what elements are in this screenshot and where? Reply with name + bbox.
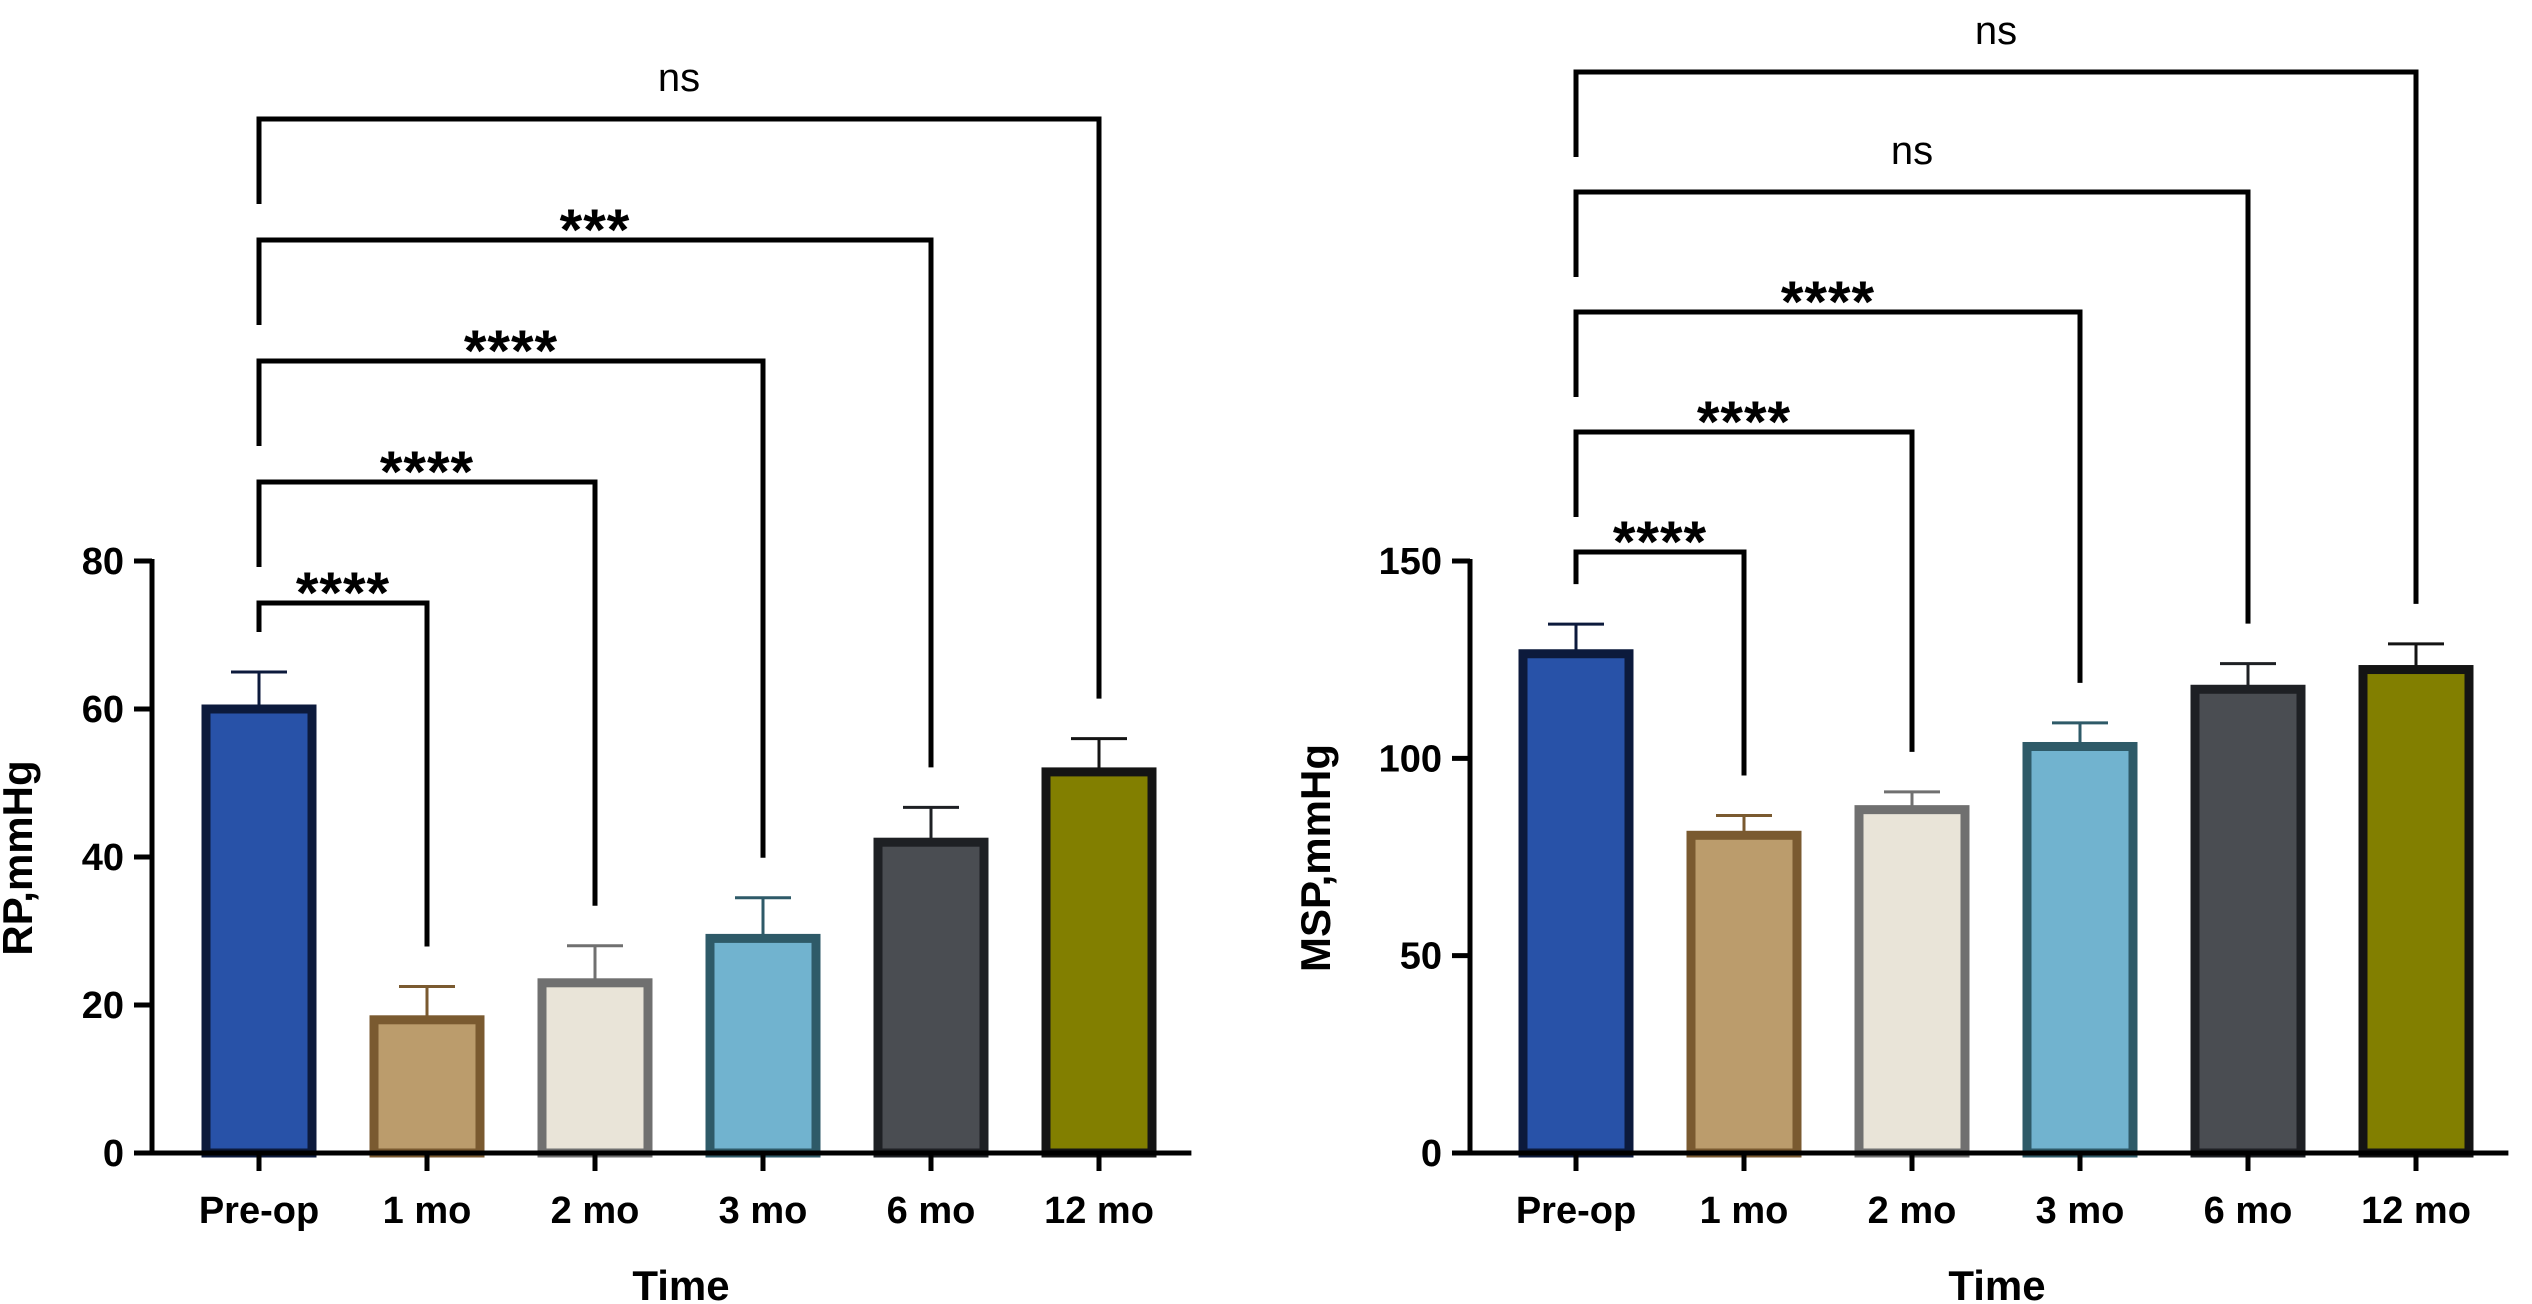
- error-bar: [399, 985, 455, 1020]
- y-tick-label: 80: [82, 541, 124, 583]
- y-ticks: 0 50 100 150: [1379, 541, 1470, 1175]
- error-bar: [2220, 662, 2276, 690]
- bar-pre-op: [201, 704, 317, 1158]
- significance-bracket: ****: [1573, 510, 1747, 776]
- x-ticks: Pre-op 1 mo 2 mo 3 mo 6 mo 12 mo: [199, 1153, 1154, 1232]
- bar-6-mo: [2190, 684, 2306, 1158]
- significance-label: ns: [1891, 129, 1933, 173]
- bars: [1518, 649, 2474, 1158]
- y-axis-title: RP,mmHg: [0, 760, 41, 955]
- error-bar: [1716, 814, 1772, 836]
- error-bar: [1884, 790, 1940, 810]
- bars: [201, 704, 1157, 1158]
- error-bar: [2052, 721, 2108, 747]
- y-tick-label: 0: [1421, 1133, 1442, 1175]
- significance-label: ***: [560, 198, 631, 263]
- y-tick-label: 100: [1379, 738, 1442, 780]
- significance-label: ****: [1613, 510, 1707, 575]
- error-bar: [735, 896, 791, 939]
- significance-bracket: ****: [256, 319, 766, 858]
- error-bar: [231, 670, 287, 709]
- error-bar: [903, 805, 959, 843]
- axes: [1467, 559, 2509, 1156]
- x-tick-label: Pre-op: [199, 1190, 319, 1232]
- x-tick-label: 6 mo: [2204, 1190, 2293, 1232]
- bar-12-mo: [2358, 665, 2474, 1158]
- x-tick-label: 2 mo: [1868, 1190, 1957, 1232]
- y-tick-label: 60: [82, 689, 124, 731]
- significance-label: ns: [1975, 9, 2017, 53]
- x-ticks: Pre-op 1 mo 2 mo 3 mo 6 mo 12 mo: [1516, 1153, 2471, 1232]
- significance-bracket: ***: [256, 198, 934, 768]
- error-bar: [1548, 622, 1604, 654]
- bar-1-mo: [369, 1015, 485, 1158]
- bar-12-mo: [1041, 767, 1157, 1158]
- significance-bracket: ****: [1573, 270, 2083, 683]
- significance-bracket: ns: [1573, 9, 2419, 604]
- x-tick-label: 3 mo: [719, 1190, 808, 1232]
- significance-brackets: **** **** **** ns ns: [1573, 9, 2419, 776]
- x-tick-label: Pre-op: [1516, 1190, 1636, 1232]
- significance-label: ****: [464, 319, 558, 384]
- x-tick-label: 6 mo: [887, 1190, 976, 1232]
- x-tick-label: 3 mo: [2036, 1190, 2125, 1232]
- x-tick-label: 1 mo: [1700, 1190, 1789, 1232]
- chart-msp: **** **** **** ns ns 0 50 100 150 Pre-op 1 mo 2 m…: [1292, 9, 2509, 1304]
- error-bar: [567, 944, 623, 983]
- significance-label: ns: [658, 56, 700, 100]
- x-tick-label: 12 mo: [1044, 1190, 1154, 1232]
- significance-brackets: ***************ns: [256, 56, 1102, 947]
- x-tick-label: 2 mo: [551, 1190, 640, 1232]
- y-tick-label: 50: [1400, 936, 1442, 978]
- y-tick-label: 40: [82, 837, 124, 879]
- y-tick-label: 20: [82, 985, 124, 1027]
- y-tick-label: 0: [103, 1133, 124, 1175]
- significance-label: ****: [380, 440, 474, 505]
- bar-3-mo: [705, 933, 821, 1158]
- y-tick-label: 150: [1379, 541, 1442, 583]
- bar-pre-op: [1518, 649, 1634, 1158]
- significance-bracket: ns: [256, 56, 1102, 699]
- x-axis-title: Time: [1948, 1262, 2045, 1304]
- bar-1-mo: [1686, 830, 1802, 1158]
- significance-bracket: ****: [256, 561, 430, 947]
- y-axis-title: MSP,mmHg: [1292, 744, 1339, 972]
- error-bars: [231, 670, 1127, 1020]
- significance-bracket: ****: [256, 440, 598, 906]
- y-ticks: 0 20 40 60 80: [82, 541, 152, 1175]
- significance-bracket: ****: [1573, 390, 1915, 752]
- x-tick-label: 12 mo: [2361, 1190, 2471, 1232]
- bar-2-mo: [1854, 805, 1970, 1158]
- significance-label: ****: [1781, 270, 1875, 335]
- x-tick-label: 1 mo: [383, 1190, 472, 1232]
- bar-6-mo: [873, 837, 989, 1158]
- significance-label: ****: [1697, 390, 1791, 455]
- significance-label: ****: [296, 561, 390, 626]
- error-bar: [2388, 642, 2444, 670]
- significance-bracket: ns: [1573, 129, 2251, 624]
- x-axis-title: Time: [632, 1262, 729, 1304]
- error-bars: [1548, 622, 2444, 836]
- bar-3-mo: [2022, 741, 2138, 1158]
- bar-2-mo: [537, 978, 653, 1158]
- error-bar: [1071, 737, 1127, 772]
